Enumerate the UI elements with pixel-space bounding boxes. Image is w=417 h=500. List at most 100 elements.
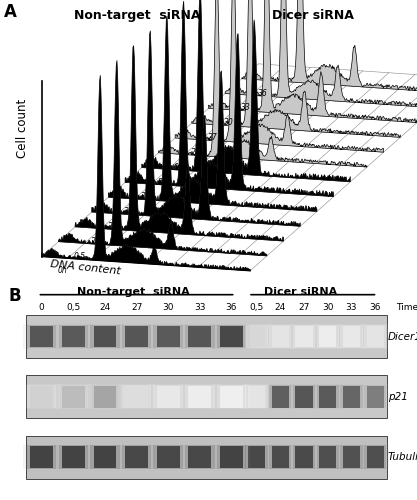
Bar <box>23 384 60 409</box>
Bar <box>243 384 270 409</box>
Bar <box>213 384 250 409</box>
Bar <box>27 385 56 408</box>
Text: Non-target  siRNA: Non-target siRNA <box>77 287 190 297</box>
Polygon shape <box>208 0 417 122</box>
Bar <box>319 326 337 347</box>
Text: 33: 33 <box>346 304 357 312</box>
Bar <box>243 444 270 469</box>
Bar <box>319 386 337 407</box>
Bar <box>181 324 218 349</box>
Bar <box>295 326 313 347</box>
Text: B: B <box>8 287 21 305</box>
Bar <box>125 326 148 347</box>
Text: 24: 24 <box>191 148 201 157</box>
Bar <box>157 326 180 347</box>
Bar <box>188 446 211 468</box>
Bar <box>153 446 183 468</box>
Text: p21: p21 <box>388 392 408 402</box>
Bar <box>248 326 265 347</box>
Bar <box>153 385 183 408</box>
Bar <box>290 384 318 409</box>
Bar <box>30 326 53 347</box>
Bar <box>319 446 337 468</box>
Text: A: A <box>4 3 17 21</box>
Bar <box>30 386 53 407</box>
Bar <box>245 325 268 348</box>
Bar <box>367 386 384 407</box>
Bar <box>217 446 246 468</box>
Polygon shape <box>242 0 417 93</box>
Text: Dicer siRNA: Dicer siRNA <box>272 8 354 22</box>
Polygon shape <box>92 31 300 226</box>
Text: Time (h): Time (h) <box>396 304 417 312</box>
Bar <box>55 384 92 409</box>
Bar <box>55 444 92 469</box>
Bar <box>343 326 360 347</box>
Polygon shape <box>158 0 367 167</box>
Bar <box>269 325 291 348</box>
Text: 33: 33 <box>141 192 151 202</box>
Bar <box>93 386 116 407</box>
Bar <box>23 324 60 349</box>
Bar <box>181 384 218 409</box>
Text: 36: 36 <box>158 178 168 186</box>
Polygon shape <box>208 0 417 122</box>
Bar <box>122 325 151 348</box>
Bar <box>122 385 151 408</box>
Bar <box>338 384 365 409</box>
Bar <box>293 385 315 408</box>
Bar <box>188 326 211 347</box>
Bar <box>90 325 120 348</box>
Bar <box>125 386 148 407</box>
Bar <box>150 384 186 409</box>
Bar <box>58 385 88 408</box>
Bar <box>118 384 155 409</box>
Bar <box>213 324 250 349</box>
Bar <box>62 326 85 347</box>
Bar <box>58 325 88 348</box>
Bar <box>343 446 360 468</box>
Text: 24: 24 <box>99 304 111 312</box>
Text: 0.5: 0.5 <box>73 252 85 260</box>
Bar <box>26 376 387 418</box>
Bar <box>55 324 92 349</box>
Bar <box>217 385 246 408</box>
Polygon shape <box>225 0 417 108</box>
Bar <box>364 446 387 468</box>
Bar <box>93 326 116 347</box>
Text: Non-target  siRNA: Non-target siRNA <box>74 8 201 22</box>
Polygon shape <box>75 46 284 241</box>
Bar <box>314 444 342 469</box>
Text: 24: 24 <box>275 304 286 312</box>
Bar <box>243 324 270 349</box>
Bar <box>271 386 289 407</box>
Bar <box>314 384 342 409</box>
Polygon shape <box>108 16 317 212</box>
Bar <box>157 386 180 407</box>
Bar <box>181 444 218 469</box>
Text: DNA content: DNA content <box>50 259 121 276</box>
Polygon shape <box>192 0 400 138</box>
Text: 27: 27 <box>131 304 142 312</box>
Bar <box>338 444 365 469</box>
Bar <box>266 384 294 409</box>
Polygon shape <box>108 16 317 212</box>
Bar <box>26 436 387 478</box>
Bar <box>150 444 186 469</box>
Bar <box>269 446 291 468</box>
Bar <box>362 444 389 469</box>
Text: 36: 36 <box>226 304 237 312</box>
Text: 30: 30 <box>163 304 174 312</box>
Polygon shape <box>242 0 417 93</box>
Bar <box>367 446 384 468</box>
Bar <box>220 446 243 468</box>
Bar <box>290 444 318 469</box>
Text: Tubulin: Tubulin <box>388 452 417 462</box>
Text: 30: 30 <box>124 207 134 216</box>
Text: 27: 27 <box>208 133 218 142</box>
Bar <box>314 324 342 349</box>
Bar <box>27 325 56 348</box>
Bar <box>62 386 85 407</box>
Bar <box>87 324 123 349</box>
Bar <box>317 385 339 408</box>
